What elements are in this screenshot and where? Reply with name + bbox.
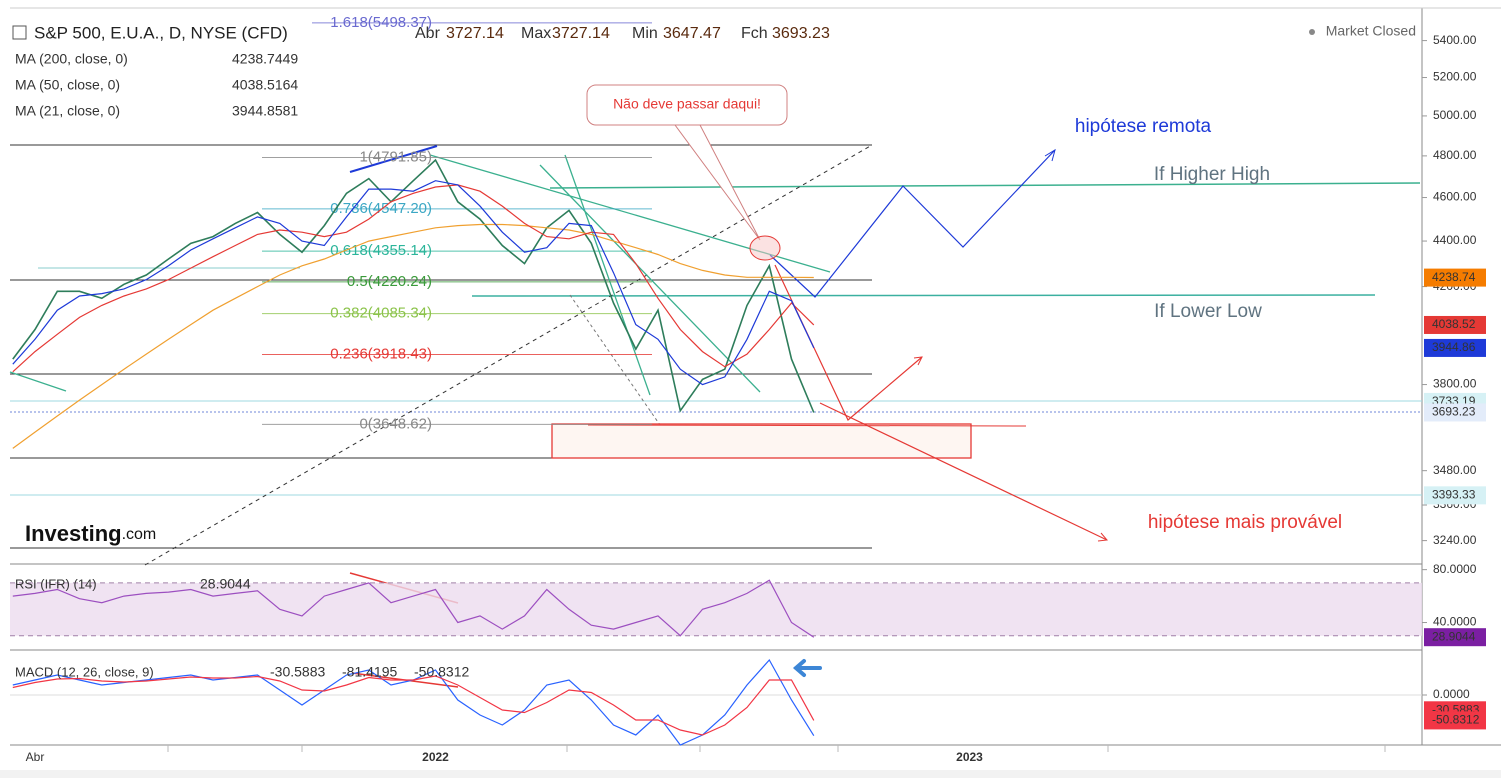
price-tag xyxy=(1424,268,1486,287)
price-tag-label: -50.8312 xyxy=(1432,713,1480,727)
time-axis-ticks xyxy=(167,745,1386,752)
price-tag xyxy=(1424,628,1486,647)
y-tick-label: 3480.00 xyxy=(1433,463,1477,477)
price-tag xyxy=(1424,711,1486,730)
annotation: hipótese remota xyxy=(1075,116,1212,137)
y-tick-label: 5000.00 xyxy=(1433,108,1477,122)
price-tag xyxy=(1424,486,1486,505)
price-tag-label: 3944.86 xyxy=(1432,340,1476,354)
logo-suffix: .com xyxy=(122,526,157,543)
fib-label: 1(4791.85) xyxy=(359,149,432,166)
fib-label: 0.5(4220.24) xyxy=(347,273,432,290)
y-tick-label: 4800.00 xyxy=(1433,148,1477,162)
legend-label: RSI (IFR) (14) xyxy=(15,576,97,591)
stat-value: 3647.47 xyxy=(663,25,721,42)
chart-title: S&P 500, E.U.A., D, NYSE (CFD) xyxy=(34,23,288,42)
y-tick-label: 0.0000 xyxy=(1433,687,1470,701)
series-line xyxy=(12,158,815,413)
fib-label: 0.786(4547.20) xyxy=(330,200,432,217)
series-line xyxy=(12,180,815,386)
price-tag-label: 4238.74 xyxy=(1432,270,1476,284)
market-status: Market Closed xyxy=(1326,23,1416,39)
legend-value: -50.8312 xyxy=(414,664,469,680)
annotation: Não deve passar daqui! xyxy=(613,96,761,112)
y-tick-label: 40.0000 xyxy=(1433,615,1477,629)
legend-value: -30.5883 xyxy=(270,664,325,680)
legend-value: 4038.5164 xyxy=(232,77,298,93)
fib-label: 1.618(5498.37) xyxy=(330,14,432,31)
stat-label: Min xyxy=(632,25,658,42)
series-line xyxy=(12,184,815,373)
stat-value: 3693.23 xyxy=(772,25,830,42)
legend-label: MACD (12, 26, close, 9) xyxy=(15,664,154,679)
x-tick-label: 2023 xyxy=(956,750,983,764)
legend-value: 28.9044 xyxy=(200,576,251,592)
bottom-toolbar xyxy=(0,770,1501,778)
x-tick-label: Abr xyxy=(26,750,45,764)
series-line xyxy=(12,223,814,449)
stat-label: Fch xyxy=(741,25,768,42)
annotation: If Lower Low xyxy=(1154,301,1262,322)
price-tag-label: 3693.23 xyxy=(1432,405,1476,419)
fib-label: 0.382(4085.34) xyxy=(330,305,432,322)
y-tick-label: 4400.00 xyxy=(1433,233,1477,247)
legend-value: 3944.8581 xyxy=(232,103,298,119)
legend-label: MA (50, close, 0) xyxy=(15,77,120,93)
series-line xyxy=(12,675,815,736)
series-line xyxy=(12,579,815,638)
price-tag-label: 28.9044 xyxy=(1432,629,1476,643)
y-tick-label: 5400.00 xyxy=(1433,33,1477,47)
y-tick-label: 80.0000 xyxy=(1433,562,1477,576)
stat-value: 3727.14 xyxy=(446,25,504,42)
fib-label: 0.236(3918.43) xyxy=(330,345,432,362)
legend-label: MA (21, close, 0) xyxy=(15,103,120,119)
stat-label: Abr xyxy=(415,25,441,42)
price-tag xyxy=(1424,403,1486,422)
y-tick-label: 3800.00 xyxy=(1433,377,1477,391)
logo-main: Investing xyxy=(25,521,122,546)
drawings xyxy=(9,25,1422,688)
logo: Investing.com xyxy=(25,521,156,546)
stat-value: 3727.14 xyxy=(552,25,610,42)
y-tick-label: 4600.00 xyxy=(1433,190,1477,204)
annotation: hipótese mais provável xyxy=(1148,512,1342,533)
price-tag-label: 4038.52 xyxy=(1432,317,1476,331)
legend-label: MA (200, close, 0) xyxy=(15,51,128,67)
stat-label: Max xyxy=(521,25,551,42)
legend-value: 4238.7449 xyxy=(232,51,298,67)
fib-label: 0(3648.62) xyxy=(359,415,432,432)
annotation: If Higher High xyxy=(1154,164,1270,185)
x-tick-label: 2022 xyxy=(422,750,449,764)
y-tick-label: 3240.00 xyxy=(1433,533,1477,547)
price-tag xyxy=(1424,315,1486,334)
price-tag xyxy=(1424,338,1486,357)
y-tick-label: 5200.00 xyxy=(1433,70,1477,84)
price-tag-label: 3393.33 xyxy=(1432,488,1476,502)
legend-value: -81.4195 xyxy=(342,664,397,680)
status-dot xyxy=(1309,29,1315,35)
